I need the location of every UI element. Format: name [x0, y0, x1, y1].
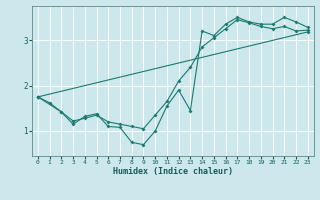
X-axis label: Humidex (Indice chaleur): Humidex (Indice chaleur)	[113, 167, 233, 176]
